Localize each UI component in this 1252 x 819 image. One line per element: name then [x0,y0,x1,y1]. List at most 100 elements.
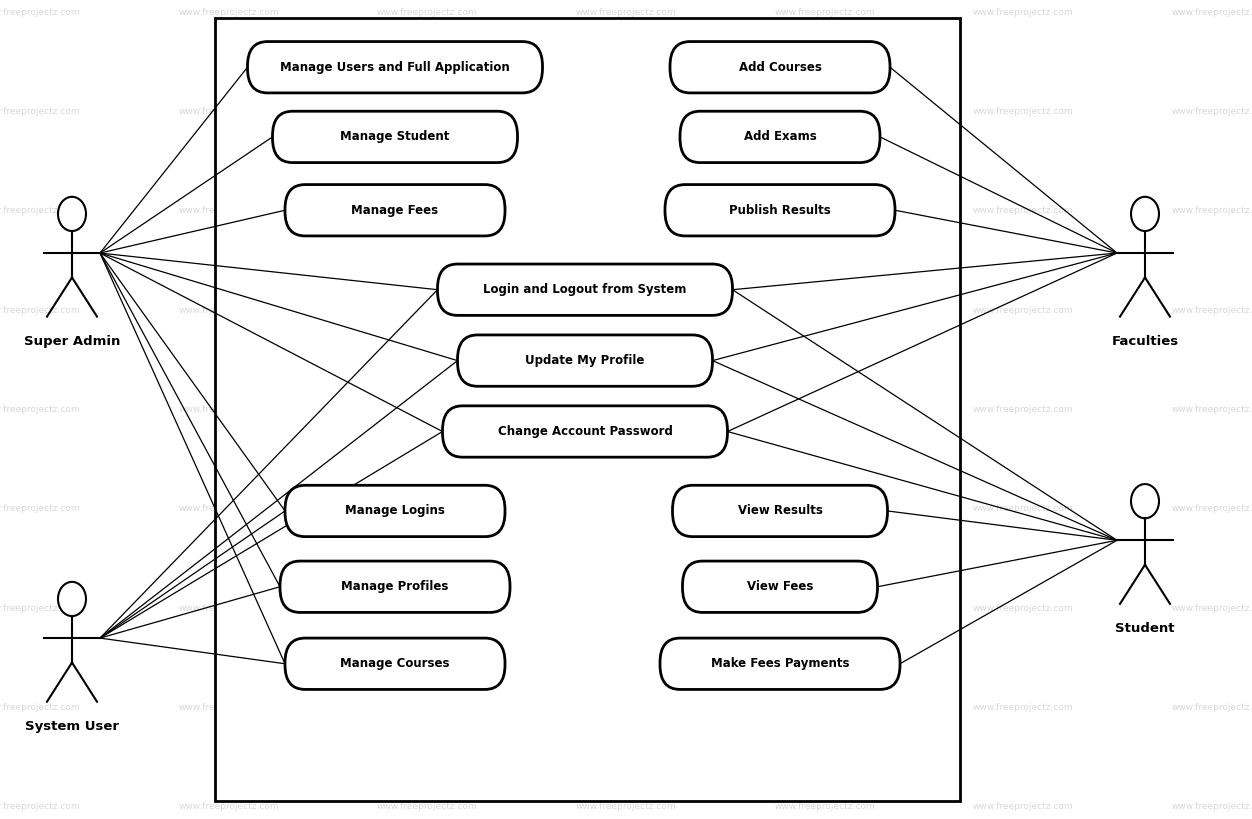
Text: www.freeprojectz.com: www.freeprojectz.com [973,505,1074,514]
Text: www.freeprojectz.com: www.freeprojectz.com [576,803,676,812]
Text: www.freeprojectz.com: www.freeprojectz.com [0,703,80,712]
Text: www.freeprojectz.com: www.freeprojectz.com [774,305,875,314]
Text: www.freeprojectz.com: www.freeprojectz.com [1172,206,1252,215]
Circle shape [58,581,86,616]
Text: www.freeprojectz.com: www.freeprojectz.com [774,803,875,812]
Text: www.freeprojectz.com: www.freeprojectz.com [377,703,478,712]
Text: www.freeprojectz.com: www.freeprojectz.com [576,703,676,712]
Text: www.freeprojectz.com: www.freeprojectz.com [973,305,1074,314]
Text: www.freeprojectz.com: www.freeprojectz.com [178,7,279,16]
Text: www.freeprojectz.com: www.freeprojectz.com [0,7,80,16]
FancyBboxPatch shape [660,638,900,690]
Text: www.freeprojectz.com: www.freeprojectz.com [0,107,80,116]
Text: Change Account Password: Change Account Password [497,425,672,438]
Text: www.freeprojectz.com: www.freeprojectz.com [973,206,1074,215]
Text: www.freeprojectz.com: www.freeprojectz.com [1172,604,1252,613]
Text: www.freeprojectz.com: www.freeprojectz.com [377,107,478,116]
Circle shape [1131,484,1159,518]
FancyBboxPatch shape [437,264,732,315]
Text: www.freeprojectz.com: www.freeprojectz.com [178,305,279,314]
Text: www.freeprojectz.com: www.freeprojectz.com [178,703,279,712]
Text: System User: System User [25,720,119,733]
Text: Manage Users and Full Application: Manage Users and Full Application [280,61,510,74]
FancyBboxPatch shape [285,486,505,536]
Text: www.freeprojectz.com: www.freeprojectz.com [973,803,1074,812]
Text: www.freeprojectz.com: www.freeprojectz.com [774,206,875,215]
Text: www.freeprojectz.com: www.freeprojectz.com [973,7,1074,16]
Text: www.freeprojectz.com: www.freeprojectz.com [377,7,478,16]
Text: Manage Courses: Manage Courses [341,658,449,670]
Text: View Results: View Results [737,505,823,518]
Text: www.freeprojectz.com: www.freeprojectz.com [576,305,676,314]
Text: www.freeprojectz.com: www.freeprojectz.com [973,405,1074,414]
Text: www.freeprojectz.com: www.freeprojectz.com [576,604,676,613]
Text: www.freeprojectz.com: www.freeprojectz.com [178,206,279,215]
Text: Super Admin: Super Admin [24,335,120,348]
Text: www.freeprojectz.com: www.freeprojectz.com [576,505,676,514]
Text: www.freeprojectz.com: www.freeprojectz.com [0,803,80,812]
FancyBboxPatch shape [215,18,960,801]
Text: Login and Logout from System: Login and Logout from System [483,283,686,296]
Text: Student: Student [1116,622,1174,636]
Text: www.freeprojectz.com: www.freeprojectz.com [377,405,478,414]
Text: www.freeprojectz.com: www.freeprojectz.com [576,206,676,215]
Text: www.freeprojectz.com: www.freeprojectz.com [1172,803,1252,812]
Circle shape [58,197,86,231]
FancyBboxPatch shape [670,42,890,93]
Text: Make Fees Payments: Make Fees Payments [711,658,849,670]
FancyBboxPatch shape [672,486,888,536]
Text: www.freeprojectz.com: www.freeprojectz.com [377,803,478,812]
Text: www.freeprojectz.com: www.freeprojectz.com [973,107,1074,116]
Text: www.freeprojectz.com: www.freeprojectz.com [1172,107,1252,116]
Text: www.freeprojectz.com: www.freeprojectz.com [576,107,676,116]
Text: www.freeprojectz.com: www.freeprojectz.com [0,604,80,613]
Text: www.freeprojectz.com: www.freeprojectz.com [0,305,80,314]
Text: www.freeprojectz.com: www.freeprojectz.com [377,505,478,514]
Text: www.freeprojectz.com: www.freeprojectz.com [774,703,875,712]
Text: www.freeprojectz.com: www.freeprojectz.com [377,604,478,613]
Text: www.freeprojectz.com: www.freeprojectz.com [774,505,875,514]
FancyBboxPatch shape [285,638,505,690]
FancyBboxPatch shape [285,184,505,236]
Text: www.freeprojectz.com: www.freeprojectz.com [1172,405,1252,414]
FancyBboxPatch shape [280,561,510,613]
Text: www.freeprojectz.com: www.freeprojectz.com [178,107,279,116]
Text: Faculties: Faculties [1112,335,1178,348]
Text: Manage Profiles: Manage Profiles [342,580,448,593]
FancyBboxPatch shape [442,406,727,457]
Text: www.freeprojectz.com: www.freeprojectz.com [973,604,1074,613]
Text: www.freeprojectz.com: www.freeprojectz.com [0,206,80,215]
FancyBboxPatch shape [273,111,517,163]
FancyBboxPatch shape [457,335,712,387]
Text: www.freeprojectz.com: www.freeprojectz.com [774,405,875,414]
Text: www.freeprojectz.com: www.freeprojectz.com [774,107,875,116]
Text: Manage Student: Manage Student [341,130,449,143]
FancyBboxPatch shape [248,42,542,93]
Text: Manage Logins: Manage Logins [346,505,444,518]
Circle shape [1131,197,1159,231]
Text: www.freeprojectz.com: www.freeprojectz.com [178,604,279,613]
FancyBboxPatch shape [680,111,880,163]
Text: Add Exams: Add Exams [744,130,816,143]
FancyBboxPatch shape [682,561,878,613]
Text: www.freeprojectz.com: www.freeprojectz.com [973,703,1074,712]
FancyBboxPatch shape [665,184,895,236]
Text: www.freeprojectz.com: www.freeprojectz.com [178,505,279,514]
Text: www.freeprojectz.com: www.freeprojectz.com [1172,7,1252,16]
Text: www.freeprojectz.com: www.freeprojectz.com [0,505,80,514]
Text: View Fees: View Fees [746,580,814,593]
Text: www.freeprojectz.com: www.freeprojectz.com [774,604,875,613]
Text: www.freeprojectz.com: www.freeprojectz.com [576,405,676,414]
Text: www.freeprojectz.com: www.freeprojectz.com [576,7,676,16]
Text: www.freeprojectz.com: www.freeprojectz.com [1172,305,1252,314]
Text: www.freeprojectz.com: www.freeprojectz.com [1172,703,1252,712]
Text: www.freeprojectz.com: www.freeprojectz.com [0,405,80,414]
Text: www.freeprojectz.com: www.freeprojectz.com [377,305,478,314]
Text: www.freeprojectz.com: www.freeprojectz.com [178,405,279,414]
Text: Update My Profile: Update My Profile [526,354,645,367]
Text: www.freeprojectz.com: www.freeprojectz.com [1172,505,1252,514]
Text: www.freeprojectz.com: www.freeprojectz.com [774,7,875,16]
Text: Manage Fees: Manage Fees [352,204,438,217]
Text: www.freeprojectz.com: www.freeprojectz.com [377,206,478,215]
Text: Add Courses: Add Courses [739,61,821,74]
